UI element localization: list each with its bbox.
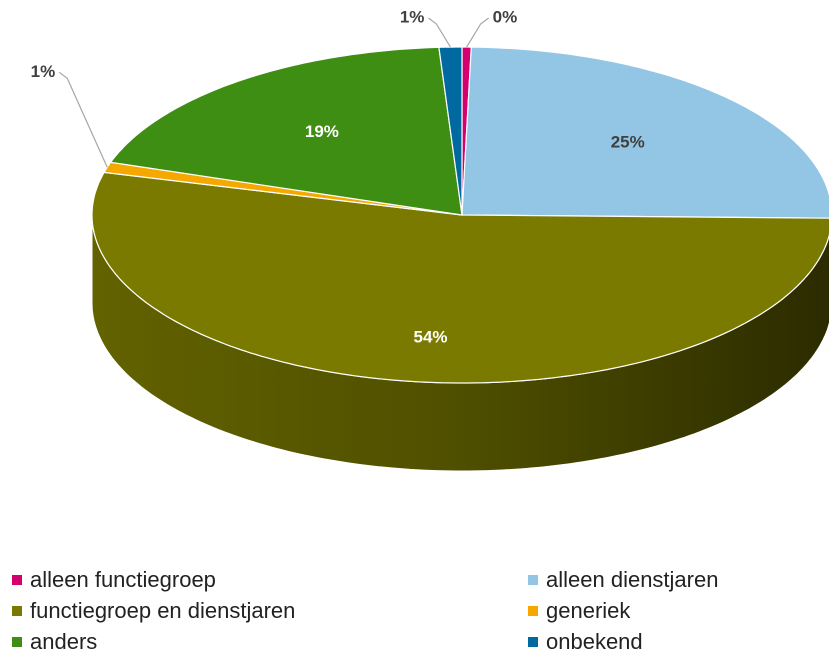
legend-swatch bbox=[528, 606, 538, 616]
legend-label: onbekend bbox=[546, 629, 643, 654]
legend-swatch bbox=[528, 637, 538, 647]
pie-slice bbox=[461, 46, 829, 219]
leader-line bbox=[58, 71, 108, 168]
legend-label: generiek bbox=[546, 598, 631, 623]
legend-swatch bbox=[528, 575, 538, 585]
data-label: 1% bbox=[400, 7, 425, 26]
leader-line bbox=[428, 17, 451, 48]
data-label: 1% bbox=[31, 62, 56, 81]
legend-label: functiegroep en dienstjaren bbox=[30, 598, 295, 623]
pie-slice bbox=[438, 46, 463, 216]
pie-slice bbox=[109, 46, 463, 216]
legend-label: alleen dienstjaren bbox=[546, 567, 718, 592]
data-label: 19% bbox=[305, 122, 339, 141]
legend-swatch bbox=[12, 637, 22, 647]
pie-slice bbox=[91, 171, 829, 384]
data-label: 0% bbox=[493, 7, 518, 26]
data-label: 54% bbox=[414, 328, 448, 347]
legend-swatch bbox=[12, 575, 22, 585]
legend-label: anders bbox=[30, 629, 97, 654]
legend-label: alleen functiegroep bbox=[30, 567, 216, 592]
data-label: 25% bbox=[611, 132, 645, 151]
legend-swatch bbox=[12, 606, 22, 616]
leader-line bbox=[466, 17, 489, 48]
